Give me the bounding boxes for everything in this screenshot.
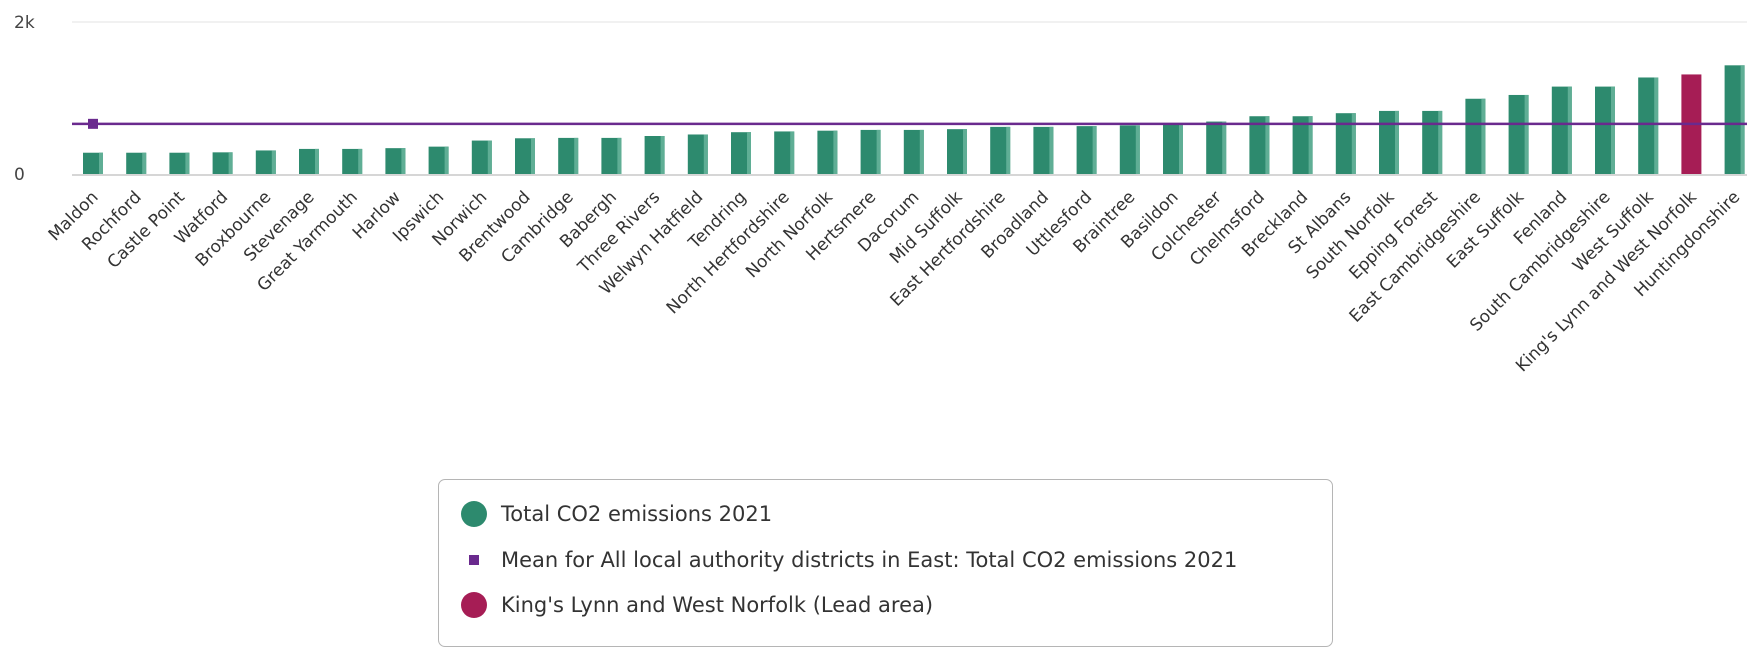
bar[interactable] <box>558 137 579 174</box>
legend-item-total-co2[interactable]: Total CO2 emissions 2021 <box>461 500 772 528</box>
bar[interactable] <box>299 148 319 174</box>
legend-item-lead-area[interactable]: King's Lynn and West Norfolk (Lead area) <box>461 591 933 619</box>
y-tick-label: 2k <box>14 13 35 33</box>
bar[interactable] <box>169 152 190 174</box>
legend-item-mean[interactable]: Mean for All local authority districts i… <box>461 546 1237 574</box>
bar[interactable] <box>1595 86 1615 174</box>
bar[interactable] <box>644 136 665 174</box>
bar[interactable] <box>83 152 103 174</box>
bar[interactable] <box>1379 110 1399 174</box>
bar[interactable] <box>687 134 708 174</box>
bar[interactable] <box>515 138 535 174</box>
bar[interactable] <box>1033 126 1054 174</box>
bar[interactable] <box>126 152 147 174</box>
y-tick-label: 0 <box>14 165 25 185</box>
bar[interactable] <box>947 129 967 174</box>
bar[interactable] <box>1076 126 1097 174</box>
bar[interactable] <box>1724 65 1745 174</box>
legend-swatch-lead-area <box>461 592 487 618</box>
bar[interactable] <box>342 148 363 174</box>
legend-swatch-total-co2 <box>461 501 487 527</box>
legend-label-lead-area: King's Lynn and West Norfolk (Lead area) <box>501 593 934 617</box>
bar[interactable] <box>428 146 449 174</box>
y-axis: 0 2k <box>14 13 35 185</box>
mean-line-layer <box>72 118 1747 129</box>
bar[interactable] <box>1292 116 1313 174</box>
bar[interactable] <box>1465 98 1486 174</box>
bar[interactable] <box>774 131 795 174</box>
legend-swatch-mean <box>469 555 479 565</box>
grid-layer <box>72 21 1747 176</box>
bar[interactable] <box>990 126 1011 174</box>
legend-label-mean: Mean for All local authority districts i… <box>501 548 1238 572</box>
bar[interactable] <box>817 130 838 174</box>
bar[interactable] <box>903 129 924 174</box>
bar[interactable] <box>255 150 276 174</box>
bar[interactable] <box>601 137 622 174</box>
bar[interactable] <box>212 152 233 174</box>
bar[interactable] <box>731 132 751 174</box>
bar[interactable] <box>860 129 881 174</box>
bar[interactable] <box>1508 94 1529 174</box>
bar[interactable] <box>1119 125 1140 174</box>
legend-label-total-co2: Total CO2 emissions 2021 <box>501 502 773 526</box>
bar[interactable] <box>471 140 492 174</box>
chart-legend: Total CO2 emissions 2021 Mean for All lo… <box>438 479 1333 647</box>
bar[interactable] <box>385 148 406 174</box>
bar[interactable] <box>1163 123 1183 174</box>
bars-layer <box>83 65 1745 174</box>
bar[interactable] <box>1422 110 1443 174</box>
mean-marker <box>88 118 98 129</box>
bar[interactable] <box>1206 121 1227 174</box>
bar[interactable] <box>1249 116 1270 174</box>
bar[interactable] <box>1335 113 1356 174</box>
bar[interactable] <box>1638 77 1659 174</box>
bar[interactable] <box>1551 86 1572 174</box>
